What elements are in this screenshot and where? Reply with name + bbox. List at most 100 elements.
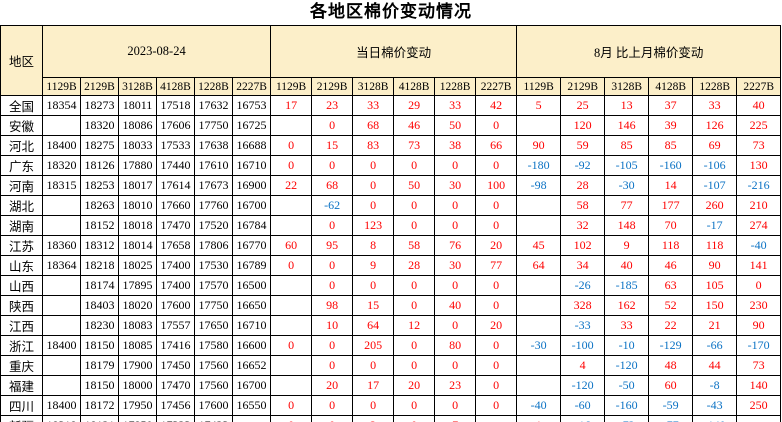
daily-change-cell: 15	[311, 135, 354, 156]
daily-change-cell: 0	[393, 155, 436, 176]
monthly-change-cell: 118	[692, 235, 738, 256]
daily-change-cell	[270, 275, 313, 296]
price-cell	[42, 215, 81, 236]
monthly-change-cell: -60	[560, 395, 606, 416]
price-cell: 18315	[42, 175, 81, 196]
price-cell: 18150	[80, 375, 119, 396]
daily-change-cell: 0	[475, 275, 518, 296]
daily-change-cell: 76	[434, 235, 477, 256]
monthly-change-cell: -8	[692, 375, 738, 396]
daily-change-cell: 0	[352, 395, 395, 416]
price-cell: 18121	[80, 415, 119, 422]
daily-change-cell: 0	[352, 155, 395, 176]
daily-change-cell: 0	[270, 135, 313, 156]
daily-change-cell: 29	[393, 95, 436, 116]
price-cell: 17456	[156, 395, 195, 416]
monthly-change-cell: -140	[692, 415, 738, 422]
price-cell: 18320	[42, 155, 81, 176]
monthly-change-cell: 25	[560, 95, 606, 116]
price-cell: 18263	[80, 195, 119, 216]
daily-change-cell: 0	[475, 115, 518, 136]
daily-change-cell: 0	[393, 295, 436, 316]
price-cell: 18400	[42, 395, 81, 416]
daily-change-cell: 0	[434, 215, 477, 236]
daily-change-cell: 0	[393, 195, 436, 216]
grade-header-1129b-g0: 1129B	[42, 77, 81, 96]
daily-change-cell: 17	[270, 95, 313, 116]
price-cell: 17750	[194, 115, 233, 136]
price-cell	[42, 355, 81, 376]
monthly-change-cell: -50	[604, 375, 650, 396]
daily-change-cell: 0	[311, 415, 354, 422]
daily-change-cell: 23	[434, 375, 477, 396]
price-cell: 18230	[80, 315, 119, 336]
monthly-change-cell: 34	[560, 255, 606, 276]
monthly-change-cell: 0	[736, 275, 782, 296]
region-cell: 浙江	[0, 335, 43, 356]
daily-change-cell: 50	[434, 115, 477, 136]
monthly-change-cell: -30	[604, 175, 650, 196]
price-cell: 18253	[80, 175, 119, 196]
monthly-change-cell: -17	[692, 215, 738, 236]
price-cell: 18020	[118, 295, 157, 316]
price-cell: 18364	[42, 255, 81, 276]
table-body: 全国 18354 18273 18011 17518 17632 16753 17 23 33 29…	[0, 95, 782, 422]
monthly-change-cell: -216	[736, 175, 782, 196]
table-row: 浙江 18400 18150 18085 17416 17580 16600 0 0 205 0 80…	[0, 335, 782, 356]
price-cell: 18360	[42, 235, 81, 256]
daily-change-cell: 0	[311, 275, 354, 296]
cotton-price-table: 地区 2023-08-24 当日棉价变动 8月 比上月棉价变动 1129B 212…	[0, 25, 782, 422]
monthly-change-cell: 150	[692, 295, 738, 316]
daily-change-cell: 0	[270, 335, 313, 356]
price-cell: 18318	[42, 415, 81, 422]
price-cell: 18011	[118, 95, 157, 116]
monthly-change-cell: 40	[736, 95, 782, 116]
daily-change-cell: 20	[393, 375, 436, 396]
daily-change-cell: 0	[311, 155, 354, 176]
group-header-monthly-change: 8月 比上月棉价变动	[516, 25, 782, 78]
daily-change-cell: 58	[393, 235, 436, 256]
region-cell: 四川	[0, 395, 43, 416]
price-cell: 16700	[231, 375, 272, 396]
monthly-change-cell: 69	[692, 135, 738, 156]
daily-change-cell: 0	[434, 315, 477, 336]
price-cell: 18275	[80, 135, 119, 156]
monthly-change-cell: 230	[736, 295, 782, 316]
daily-change-cell	[270, 315, 313, 336]
monthly-change-cell: 59	[560, 135, 606, 156]
region-cell: 湖北	[0, 195, 43, 216]
daily-change-cell: 0	[434, 355, 477, 376]
price-cell: 17423	[194, 415, 233, 422]
monthly-change-cell: -72	[604, 415, 650, 422]
daily-change-cell: 8	[352, 235, 395, 256]
price-cell: 17950	[118, 395, 157, 416]
daily-change-cell: 0	[475, 155, 518, 176]
monthly-change-cell: 5	[516, 95, 562, 116]
table-row: 陕西 18403 18020 17600 17750 16650 98 15 0 40 0 328 16…	[0, 295, 782, 316]
monthly-change-cell: 85	[648, 135, 694, 156]
monthly-change-cell: 85	[604, 135, 650, 156]
price-cell: 16789	[231, 255, 272, 276]
price-cell: 18218	[80, 255, 119, 276]
region-cell: 陕西	[0, 295, 43, 316]
daily-change-cell: 123	[352, 215, 395, 236]
price-cell: 17900	[118, 355, 157, 376]
daily-change-cell: 9	[352, 255, 395, 276]
price-cell: 18000	[118, 375, 157, 396]
daily-change-cell: 0	[311, 355, 354, 376]
group-header-daily-change: 当日棉价变动	[270, 25, 518, 78]
table-row: 山东 18364 18218 18025 17400 17530 16789 0 0 9 28 30 7…	[0, 255, 782, 276]
monthly-change-cell: -129	[648, 335, 694, 356]
daily-change-cell: 0	[311, 335, 354, 356]
price-cell: 18126	[80, 155, 119, 176]
monthly-change-cell: 9	[604, 235, 650, 256]
daily-change-cell: 64	[352, 315, 395, 336]
monthly-change-cell: -98	[516, 175, 562, 196]
monthly-change-cell: -120	[604, 355, 650, 376]
monthly-change-cell: 225	[736, 115, 782, 136]
daily-change-cell	[270, 115, 313, 136]
page-title: 各地区棉价变动情况	[310, 2, 472, 22]
price-cell: 17606	[156, 115, 195, 136]
price-cell	[231, 415, 272, 422]
table-row: 福建 18150 18000 17470 17560 16700 20 17 20 23 0 -120…	[0, 375, 782, 396]
